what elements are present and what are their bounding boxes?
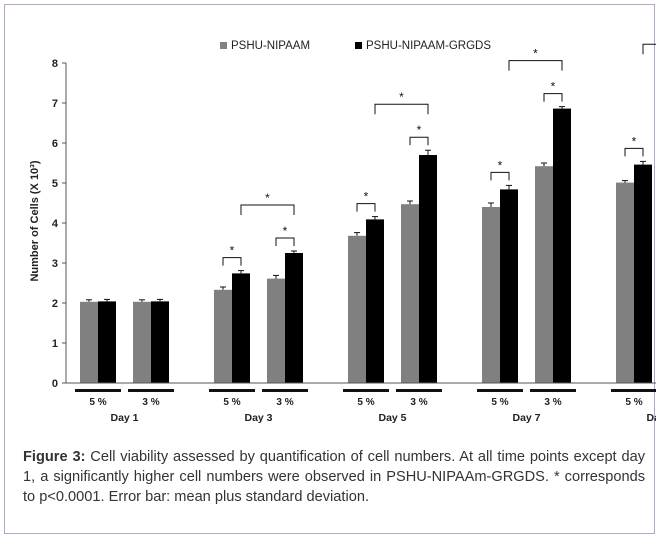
- category-underline: [128, 389, 174, 392]
- caption-text: Cell viability assessed by quantificatio…: [23, 449, 646, 505]
- bar-series1: [214, 289, 232, 383]
- day-bracket: [374, 103, 429, 115]
- bar-series2: [285, 253, 303, 383]
- y-tick-label: 8: [52, 58, 58, 70]
- bar-series1: [80, 301, 98, 383]
- category-underline: [477, 389, 523, 392]
- significance-star: *: [551, 80, 556, 94]
- figure-frame: PSHU-NIPAAM PSHU-NIPAAM-GRGDS Number of …: [4, 4, 656, 534]
- category-label: 5 %: [223, 397, 240, 408]
- y-tick-label: 2: [52, 298, 58, 310]
- pair-bracket: [543, 93, 563, 102]
- legend-label-series2: PSHU-NIPAAM-GRGDS: [366, 40, 491, 52]
- pair-bracket: [624, 147, 644, 157]
- legend-swatch-series1: [220, 42, 227, 49]
- significance-star: *: [498, 158, 503, 172]
- day-label: Day 1: [110, 412, 138, 424]
- category-label: 3 %: [276, 397, 293, 408]
- y-tick-label: 4: [52, 218, 59, 230]
- category-label: 3 %: [142, 397, 159, 408]
- chart-legend: PSHU-NIPAAM PSHU-NIPAAM-GRGDS: [220, 40, 491, 52]
- bar-series2: [366, 219, 384, 383]
- bar-series1: [267, 278, 285, 383]
- day-label: Day 3: [244, 412, 272, 424]
- category-label: 5 %: [625, 397, 642, 408]
- legend-label-series1: PSHU-NIPAAM: [231, 40, 310, 52]
- caption-label: Figure 3:: [23, 449, 86, 465]
- category-underline: [530, 389, 576, 392]
- y-tick-label: 3: [52, 258, 58, 270]
- bar-series1: [133, 301, 151, 383]
- category-underline: [75, 389, 121, 392]
- y-axis: 0 1 2 3 4 5 6 7 8: [52, 58, 67, 390]
- bar-series1: [401, 204, 419, 383]
- bar-series2: [553, 108, 571, 383]
- category-label: 5 %: [491, 397, 508, 408]
- figure-caption: Figure 3: Cell viability assessed by qua…: [23, 447, 645, 507]
- bar-series2: [419, 155, 437, 383]
- significance-star: *: [533, 47, 538, 61]
- category-label: 5 %: [357, 397, 374, 408]
- significance-star: *: [364, 190, 369, 204]
- significance-star: *: [283, 224, 288, 238]
- day-label: Day 5: [378, 412, 406, 424]
- bar-series1: [616, 182, 634, 383]
- day-bracket: [508, 60, 563, 71]
- significance-star: *: [265, 191, 270, 205]
- y-axis-label: Number of Cells (X 10³): [29, 160, 41, 281]
- category-underline: [262, 389, 308, 392]
- category-underline: [396, 389, 442, 392]
- pair-bracket: [222, 257, 242, 266]
- day-label: Day 9: [646, 412, 656, 424]
- pair-bracket: [356, 203, 376, 212]
- pair-bracket: [409, 136, 429, 146]
- category-underline: [611, 389, 656, 392]
- category-label: 5 %: [89, 397, 106, 408]
- category-underline: [343, 389, 389, 392]
- legend-swatch-series2: [355, 42, 362, 49]
- bar-series2: [232, 273, 250, 383]
- bar-series2: [151, 301, 169, 383]
- bar-series1: [482, 207, 500, 383]
- pair-bracket: [490, 171, 510, 181]
- bar-series1: [348, 235, 366, 383]
- significance-star: *: [417, 123, 422, 137]
- bar-series2: [500, 189, 518, 383]
- bar-series2: [98, 301, 116, 383]
- day-bracket: [642, 43, 656, 55]
- y-tick-label: 6: [52, 138, 58, 150]
- significance-star: *: [399, 90, 404, 104]
- pair-bracket: [275, 237, 295, 246]
- bar-chart: PSHU-NIPAAM PSHU-NIPAAM-GRGDS Number of …: [29, 40, 656, 424]
- y-tick-label: 7: [52, 98, 58, 110]
- significance-star: *: [230, 244, 235, 258]
- significance-brackets: ************: [222, 43, 656, 266]
- bars-group: [80, 106, 652, 383]
- category-underline: [209, 389, 255, 392]
- category-label: 3 %: [410, 397, 427, 408]
- bar-series1: [535, 166, 553, 383]
- day-bracket: [240, 204, 295, 215]
- y-tick-label: 1: [52, 338, 58, 350]
- day-label: Day 7: [512, 412, 540, 424]
- category-label: 3 %: [544, 397, 561, 408]
- significance-star: *: [632, 134, 637, 148]
- y-tick-label: 0: [52, 378, 58, 390]
- y-tick-label: 5: [52, 178, 58, 190]
- bar-series2: [634, 164, 652, 383]
